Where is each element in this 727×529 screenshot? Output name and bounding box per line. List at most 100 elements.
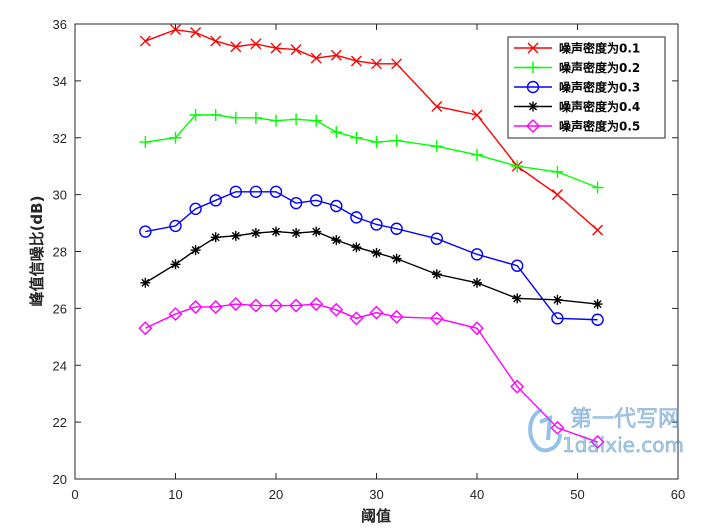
data-point — [591, 181, 604, 194]
data-point — [230, 230, 241, 241]
data-point — [350, 55, 362, 67]
data-point — [472, 277, 482, 288]
legend-item-1: 噪声密度为0.1 — [514, 41, 640, 56]
data-point — [290, 113, 303, 126]
data-point — [431, 269, 442, 280]
ticks-layer: 0 10 20 30 40 50 60 20 22 24 26 28 30 32 34 36 — [53, 17, 686, 502]
legend-item-4: 噪声密度为0.4 — [514, 99, 640, 114]
data-point — [230, 41, 242, 53]
data-point — [229, 111, 242, 124]
data-point — [371, 58, 382, 70]
data-point — [349, 311, 364, 326]
legend-item-3: 噪声密度为0.3 — [514, 80, 640, 95]
x-tick-label: 20 — [269, 487, 283, 502]
data-point — [269, 185, 283, 198]
y-tick-label: 32 — [53, 131, 67, 146]
x-tick-label: 30 — [369, 487, 383, 502]
data-point — [350, 211, 363, 224]
series-line — [145, 28, 599, 231]
data-point — [248, 298, 263, 313]
legend-label: 噪声密度为0.5 — [559, 119, 640, 134]
x-tick-label: 0 — [71, 487, 78, 502]
data-point — [331, 235, 342, 246]
data-point — [429, 311, 444, 326]
data-point — [470, 248, 484, 261]
data-point — [189, 202, 202, 216]
data-point — [140, 277, 151, 288]
data-point — [189, 109, 202, 121]
x-tick-label: 10 — [168, 487, 182, 502]
data-point — [551, 165, 564, 178]
data-point — [169, 219, 182, 233]
legend-label: 噪声密度为0.4 — [559, 99, 640, 114]
data-point — [350, 131, 363, 144]
legend-marker — [526, 80, 540, 94]
data-point — [590, 435, 605, 450]
data-point — [208, 299, 223, 314]
legend-label: 噪声密度为0.1 — [559, 41, 640, 56]
legend-item-2: 噪声密度为0.2 — [514, 60, 640, 75]
data-point — [250, 38, 262, 50]
data-point — [311, 226, 322, 237]
x-tick-label: 40 — [470, 487, 484, 502]
data-point — [310, 194, 323, 207]
y-tick-label: 26 — [53, 301, 67, 316]
data-point — [291, 228, 302, 239]
data-point — [390, 134, 403, 147]
data-point — [229, 185, 243, 198]
legend-label: 噪声密度为0.2 — [559, 60, 640, 75]
data-point — [190, 27, 202, 39]
data-point — [430, 232, 443, 245]
data-point — [139, 225, 152, 238]
data-point — [138, 321, 153, 336]
data-point — [591, 313, 604, 326]
data-point — [511, 259, 524, 272]
data-point — [310, 114, 323, 127]
data-point — [512, 293, 523, 304]
y-axis-label: 峰值信噪比(dB) — [28, 196, 46, 307]
data-point — [271, 226, 281, 237]
data-point — [168, 307, 183, 322]
data-point — [210, 232, 221, 243]
data-point — [370, 218, 383, 231]
data-point — [330, 126, 343, 139]
data-point — [371, 247, 382, 258]
data-point — [250, 228, 261, 239]
y-tick-label: 20 — [53, 472, 67, 487]
data-point — [309, 297, 324, 312]
data-point — [330, 49, 342, 61]
data-point — [170, 259, 181, 270]
series-line — [145, 191, 598, 321]
series-layer — [138, 24, 605, 450]
data-point — [431, 100, 443, 112]
data-point — [270, 114, 282, 127]
data-point — [370, 136, 383, 149]
series-3 — [139, 185, 604, 326]
data-point — [188, 299, 203, 314]
data-point — [249, 185, 263, 198]
series-4 — [140, 226, 603, 310]
data-point — [369, 305, 384, 320]
data-point — [470, 321, 484, 336]
data-point — [249, 111, 262, 124]
y-tick-label: 24 — [53, 358, 67, 373]
data-point — [552, 294, 563, 305]
data-point — [391, 58, 403, 70]
data-point — [139, 35, 151, 47]
data-point — [330, 199, 343, 213]
data-point — [592, 299, 603, 310]
legend-marker — [526, 119, 540, 133]
data-point — [592, 224, 604, 236]
y-tick-label: 30 — [53, 188, 67, 203]
data-point — [511, 160, 524, 173]
y-tick-label: 28 — [53, 245, 67, 260]
data-point — [228, 297, 243, 312]
data-point — [289, 196, 303, 210]
legend: 噪声密度为0.1 噪声密度为0.2 噪声密度为0.3 噪声密度为0.4 噪声密度为0.5 — [507, 36, 666, 139]
data-point — [190, 245, 201, 256]
data-point — [139, 136, 152, 149]
legend-item-5: 噪声密度为0.5 — [514, 119, 640, 134]
data-point — [209, 109, 222, 121]
data-point — [351, 242, 362, 253]
series-5 — [138, 297, 605, 450]
